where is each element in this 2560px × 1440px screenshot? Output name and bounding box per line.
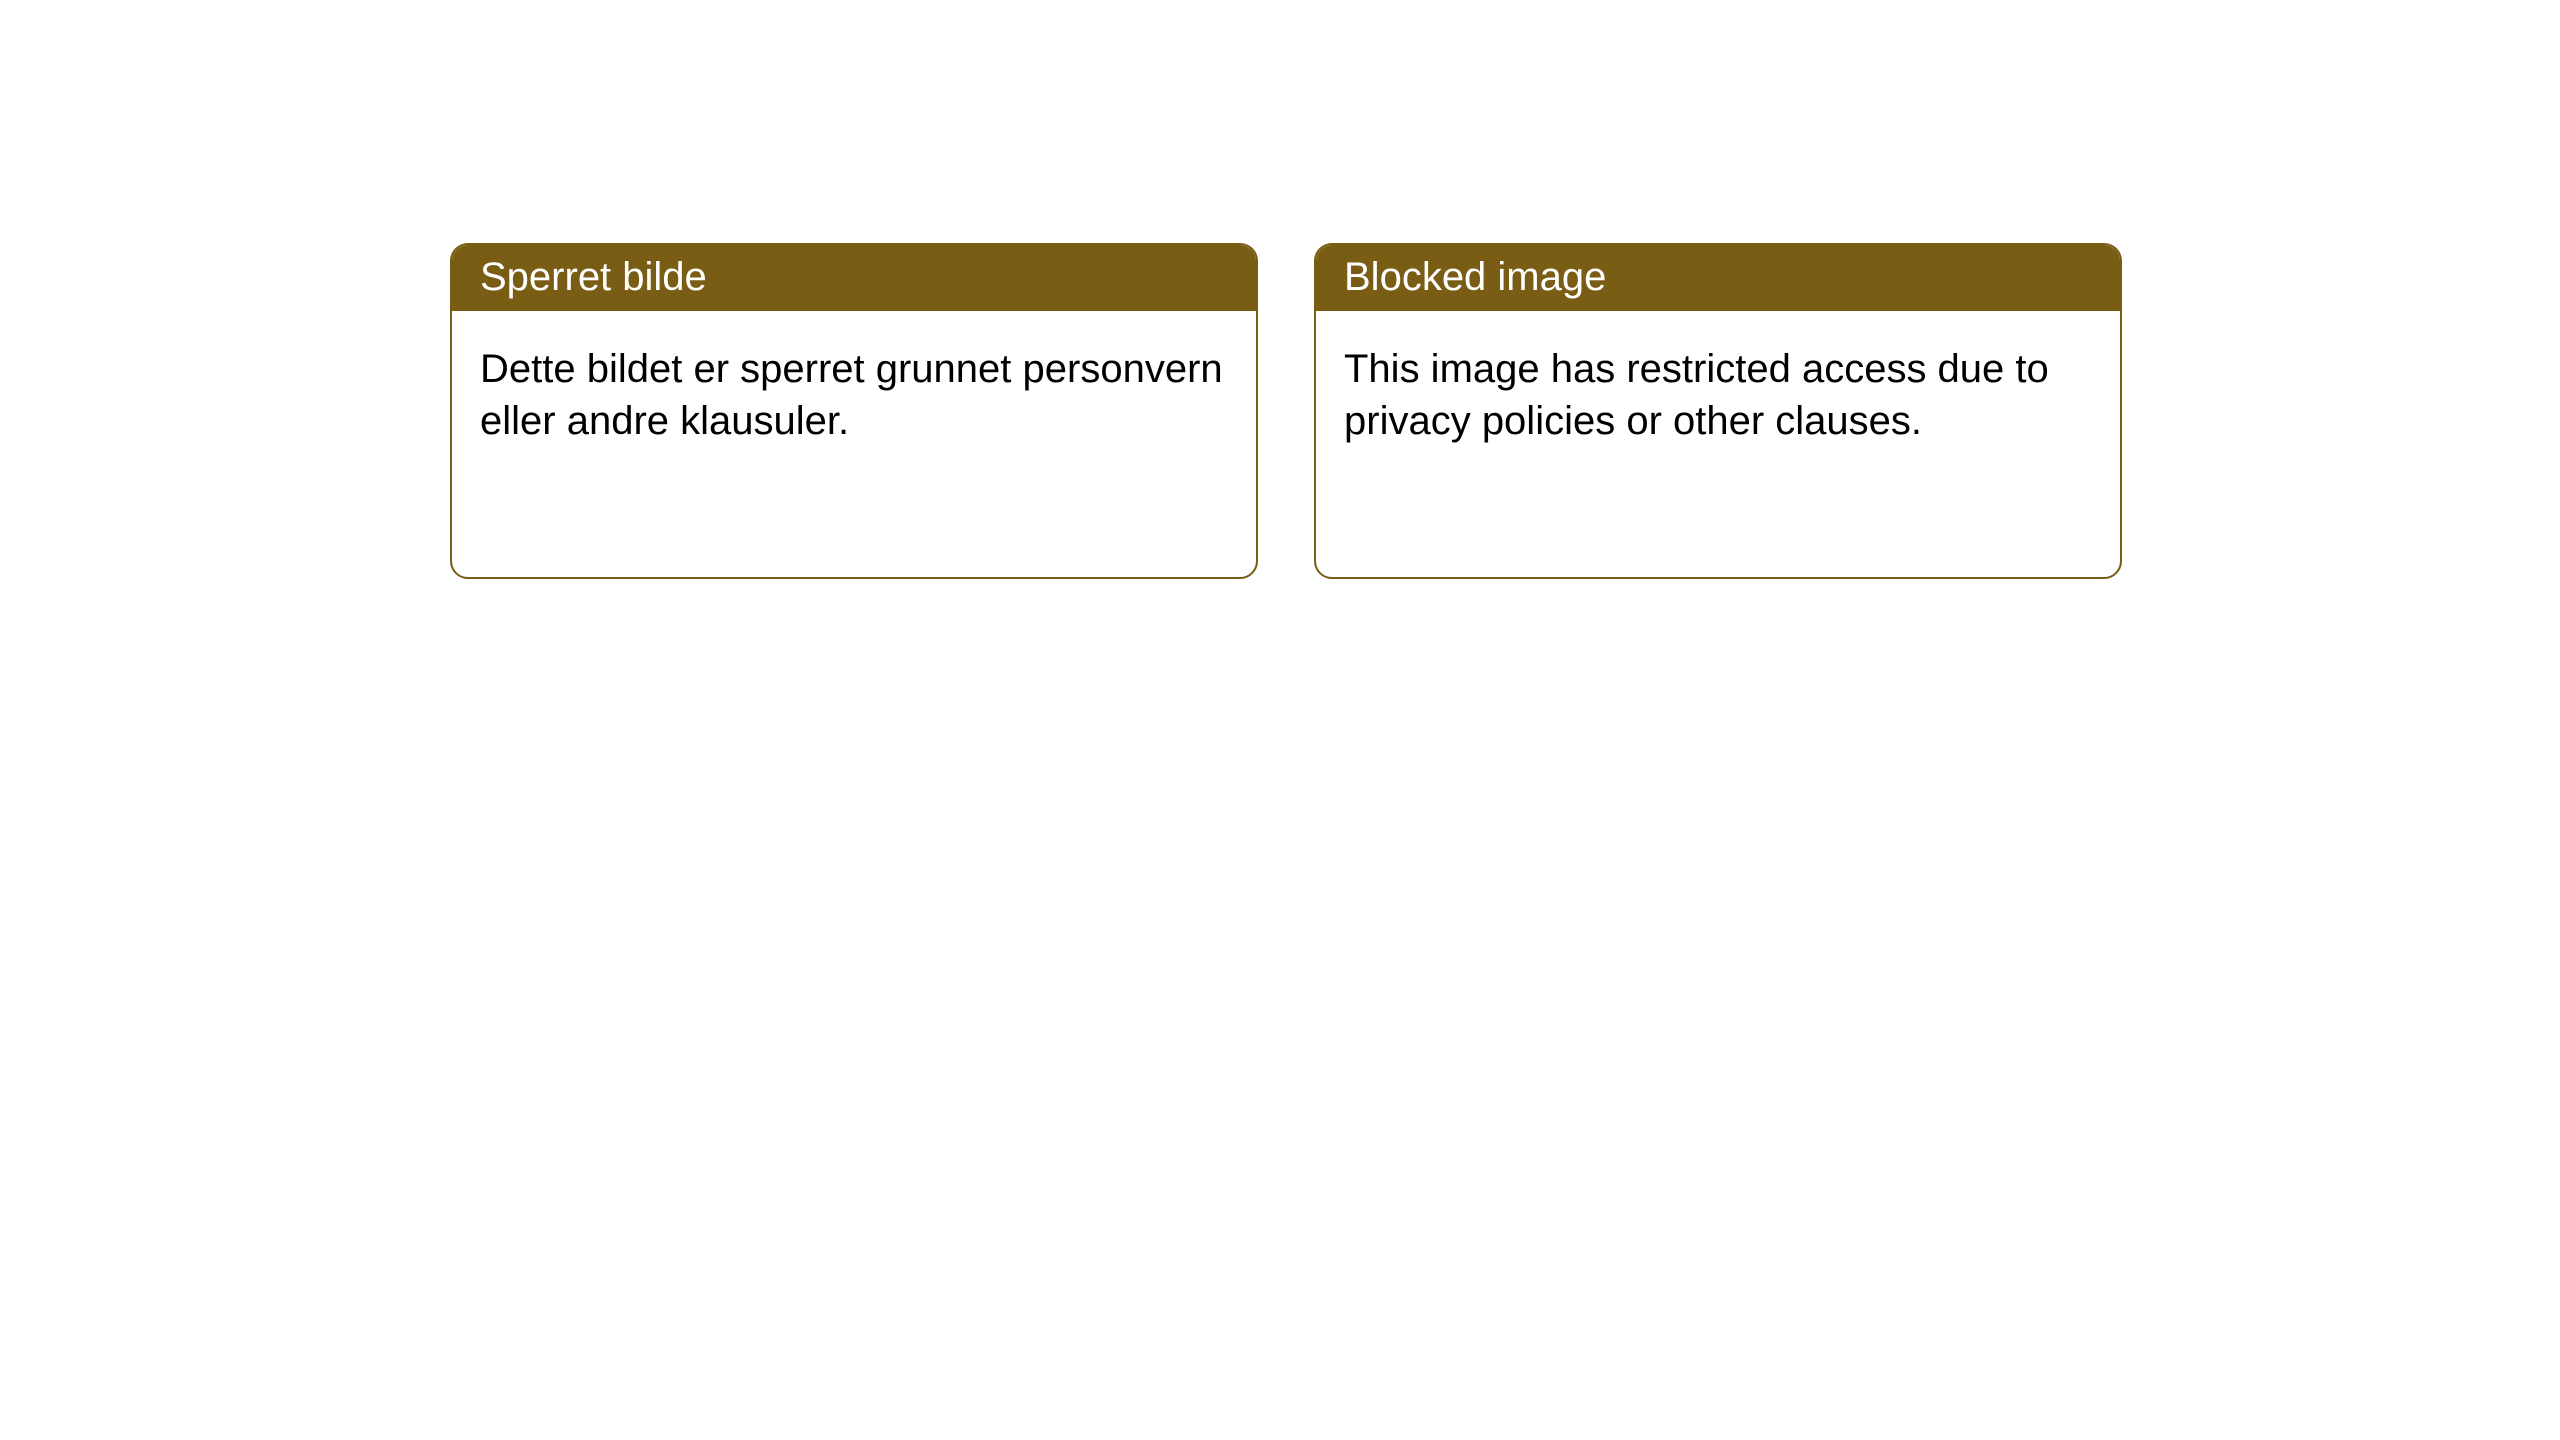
notice-card-title: Blocked image bbox=[1316, 245, 2120, 311]
notice-card-norwegian: Sperret bilde Dette bildet er sperret gr… bbox=[450, 243, 1258, 579]
notice-card-title: Sperret bilde bbox=[452, 245, 1256, 311]
notice-card-body: Dette bildet er sperret grunnet personve… bbox=[452, 311, 1256, 479]
notice-card-body: This image has restricted access due to … bbox=[1316, 311, 2120, 479]
notice-container: Sperret bilde Dette bildet er sperret gr… bbox=[0, 0, 2560, 579]
notice-card-english: Blocked image This image has restricted … bbox=[1314, 243, 2122, 579]
